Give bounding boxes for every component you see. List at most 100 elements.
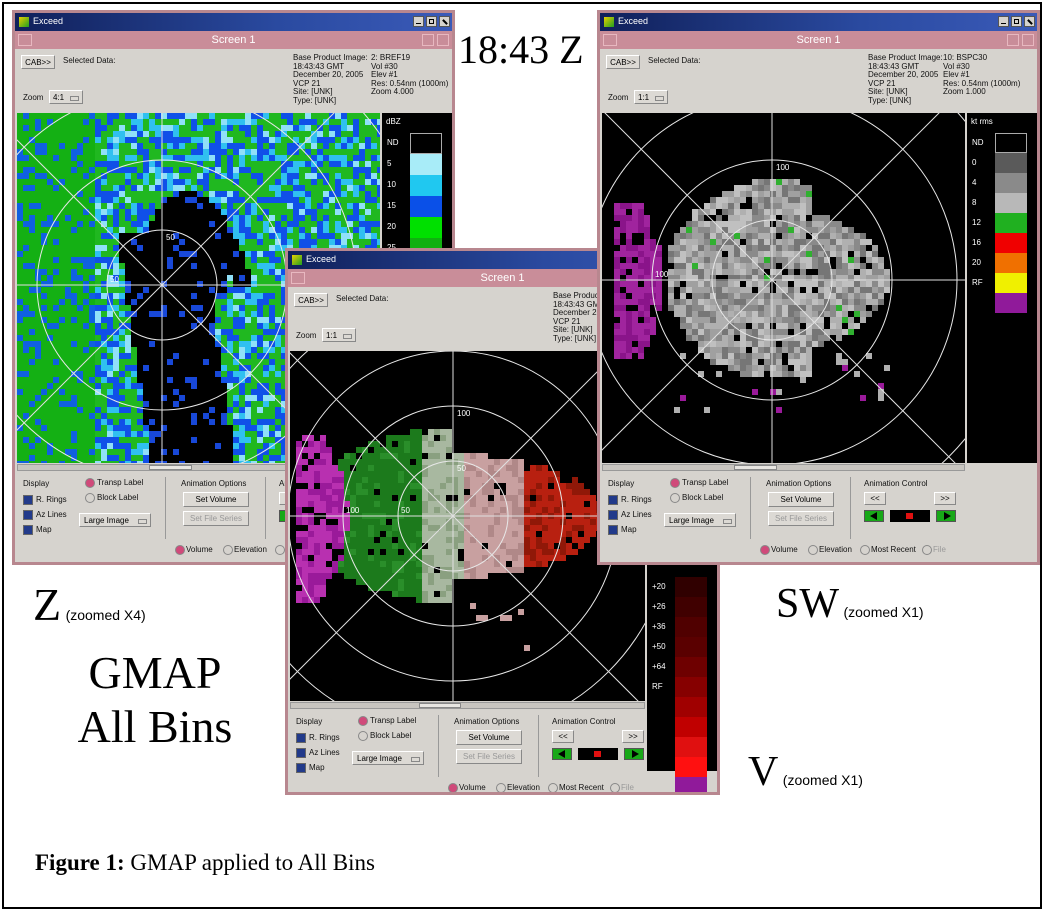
echo-cell	[59, 455, 65, 461]
radio[interactable]	[275, 545, 285, 555]
radio[interactable]	[358, 716, 368, 726]
stop-button[interactable]	[578, 748, 618, 760]
zoom-menu[interactable]: 1:1	[322, 328, 356, 342]
checkbox-label: Az Lines	[36, 510, 67, 519]
cab-button[interactable]: CAB>>	[21, 55, 55, 69]
echo-cell	[482, 453, 488, 459]
echo-cell	[866, 269, 872, 275]
forward-button[interactable]: >>	[622, 730, 644, 743]
scroll-thumb[interactable]	[149, 465, 193, 470]
echo-cell	[179, 179, 185, 185]
radio[interactable]	[448, 783, 458, 793]
zoom-menu[interactable]: 4:1	[49, 90, 83, 104]
echo-cell	[410, 531, 416, 537]
echo-cell	[263, 455, 269, 461]
echo-cell	[356, 465, 362, 471]
legend-label: +64	[652, 662, 666, 671]
screen-button[interactable]	[1022, 34, 1034, 46]
checkbox[interactable]	[23, 495, 33, 505]
echo-cell	[71, 329, 77, 335]
echo-cell	[434, 507, 440, 513]
radio[interactable]	[223, 545, 233, 555]
set-file-series-button[interactable]: Set File Series	[183, 511, 249, 526]
radio[interactable]	[175, 545, 185, 555]
echo-cell	[722, 209, 728, 215]
echo-cell	[53, 359, 59, 365]
echo-cell	[386, 585, 392, 591]
checkbox[interactable]	[296, 748, 306, 758]
echo-cell	[71, 137, 77, 143]
set-file-series-button[interactable]: Set File Series	[456, 749, 522, 764]
maximize-button[interactable]	[426, 16, 437, 27]
radio[interactable]	[548, 783, 558, 793]
echo-cell	[77, 455, 83, 461]
echo-cell	[404, 441, 410, 447]
minimize-button[interactable]	[998, 16, 1009, 27]
echo-cell	[245, 197, 251, 203]
echo-cell	[239, 203, 245, 209]
echo-cell	[47, 323, 53, 329]
echo-cell	[137, 431, 143, 437]
checkbox[interactable]	[23, 510, 33, 520]
radio[interactable]	[610, 783, 620, 793]
checkbox[interactable]	[296, 733, 306, 743]
echo-cell	[380, 477, 386, 483]
cab-button[interactable]: CAB>>	[606, 55, 640, 69]
echo-cell	[680, 317, 686, 323]
echo-cell	[614, 269, 620, 275]
echo-cell	[113, 149, 119, 155]
scrollbar[interactable]	[290, 702, 645, 709]
echo-cell	[296, 591, 302, 597]
cab-button[interactable]: CAB>>	[294, 293, 328, 307]
echo-cell	[287, 203, 293, 209]
echo-cell	[71, 413, 77, 419]
screen-button[interactable]	[1007, 34, 1019, 46]
radio[interactable]	[85, 493, 95, 503]
echo-cell	[113, 329, 119, 335]
close-button[interactable]	[1024, 16, 1035, 27]
echo-cell	[794, 209, 800, 215]
screen-button[interactable]	[437, 34, 449, 46]
echo-cell	[704, 269, 710, 275]
echo-cell	[257, 269, 263, 275]
scroll-thumb[interactable]	[419, 703, 462, 708]
echo-cell	[776, 221, 782, 227]
echo-cell	[215, 191, 221, 197]
echo-cell	[203, 113, 209, 119]
echo-cell	[347, 113, 353, 119]
checkbox[interactable]	[296, 763, 306, 773]
echo-cell	[776, 293, 782, 299]
echo-cell	[542, 519, 548, 525]
large-image-menu[interactable]: Large Image	[79, 513, 151, 527]
echo-cell	[338, 567, 344, 573]
play-forward-button[interactable]	[624, 748, 644, 760]
echo-cell	[806, 305, 812, 311]
maximize-button[interactable]	[1011, 16, 1022, 27]
echo-cell	[71, 323, 77, 329]
echo-cell	[347, 125, 353, 131]
zoom-menu[interactable]: 1:1	[634, 90, 668, 104]
screen-button[interactable]	[422, 34, 434, 46]
echo-cell	[422, 471, 428, 477]
echo-cell	[269, 449, 275, 455]
echo-cell	[668, 257, 674, 263]
radio[interactable]	[496, 783, 506, 793]
large-image-menu[interactable]: Large Image	[352, 751, 424, 765]
echo-cell	[302, 549, 308, 555]
radio[interactable]	[85, 478, 95, 488]
echo-cell	[374, 465, 380, 471]
echo-cell	[35, 161, 41, 167]
play-back-button[interactable]	[552, 748, 572, 760]
echo-cell	[329, 233, 335, 239]
close-button[interactable]	[439, 16, 450, 27]
radio[interactable]	[358, 731, 368, 741]
checkbox[interactable]	[23, 525, 33, 535]
set-volume-button[interactable]: Set Volume	[456, 730, 522, 745]
echo-cell	[362, 489, 368, 495]
minimize-button[interactable]	[413, 16, 424, 27]
echo-cell	[89, 293, 95, 299]
set-volume-button[interactable]: Set Volume	[183, 492, 249, 507]
rewind-button[interactable]: <<	[552, 730, 574, 743]
echo-cell	[329, 137, 335, 143]
echo-cell	[410, 447, 416, 453]
